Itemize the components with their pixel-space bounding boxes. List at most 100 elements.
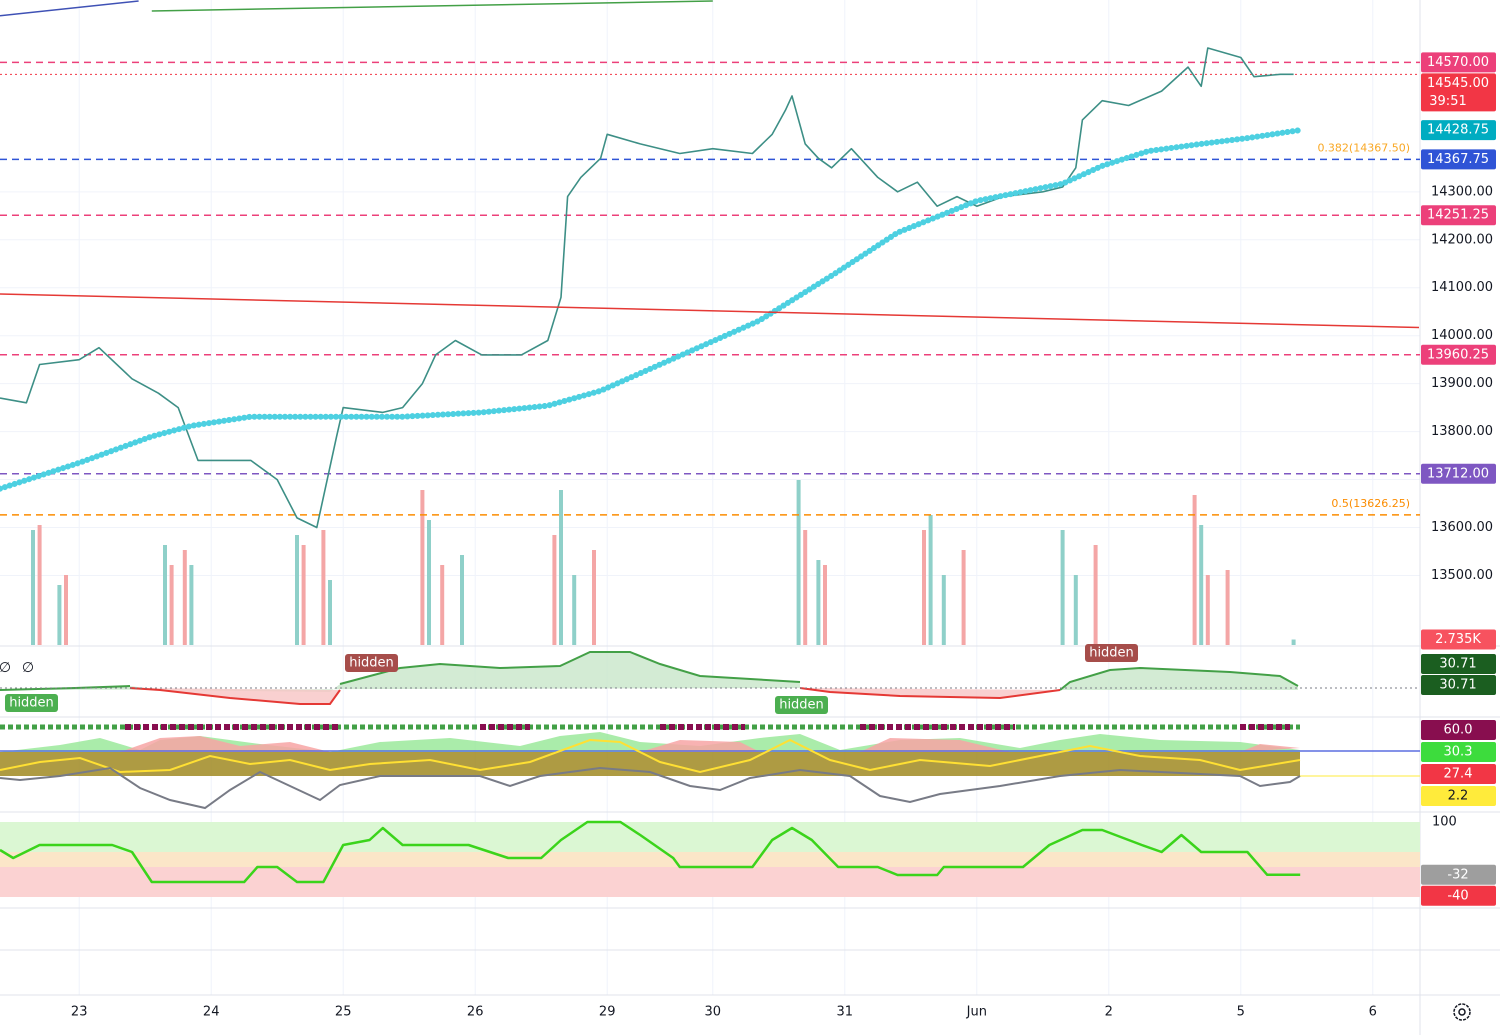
price-badge: 14251.25 xyxy=(1427,208,1489,223)
hidden-tag-bg xyxy=(775,696,828,714)
price-badge-bg xyxy=(1421,149,1496,170)
x-tick-label: 26 xyxy=(467,1005,484,1020)
pane2-badge-bg xyxy=(1421,742,1496,762)
price-line xyxy=(0,0,139,17)
volume-bar xyxy=(572,575,577,645)
x-tick-label: 2 xyxy=(1105,1005,1113,1020)
pane1-badge-bg xyxy=(1421,654,1496,674)
y-tick-label: 13600.00 xyxy=(1431,520,1493,535)
price-badge-bg xyxy=(1421,73,1496,112)
price-line xyxy=(151,0,713,12)
volume-bar xyxy=(592,550,596,645)
band-mid xyxy=(0,852,1420,867)
price-badge: 13960.25 xyxy=(1427,347,1489,362)
volume-bar xyxy=(328,580,332,645)
settings-icon[interactable] xyxy=(1453,1003,1471,1021)
volume-badge: 2.735K xyxy=(1435,632,1481,647)
volume-bar xyxy=(1192,495,1197,645)
volume-bar xyxy=(321,530,326,645)
price-badge: 14545.00 xyxy=(1427,76,1489,91)
volume-bar xyxy=(928,515,933,645)
price-badge: 14570.00 xyxy=(1427,55,1489,70)
volume-bar xyxy=(559,490,563,645)
volume-bar xyxy=(1291,639,1296,645)
hidden-tag: hidden xyxy=(779,698,824,713)
pane2-badge: 60.0 xyxy=(1444,723,1473,738)
price-line xyxy=(0,293,1420,329)
price-badge-bg xyxy=(1421,344,1496,365)
pane2-signal xyxy=(0,738,1301,774)
pane2-badge-bg xyxy=(1421,764,1496,784)
symbol: ∅ xyxy=(0,660,11,676)
hidden-tag-bg xyxy=(345,654,398,672)
pane3-badge-bg xyxy=(1421,864,1496,885)
volume-bar xyxy=(420,490,425,645)
y-tick-label: 100 xyxy=(1432,815,1457,830)
volume-bar xyxy=(1225,570,1230,645)
fib-label: 0.5(13626.25) xyxy=(1331,497,1410,510)
y-tick-label: 13900.00 xyxy=(1431,376,1493,391)
pane1-badge-bg xyxy=(1421,675,1496,695)
volume-bar xyxy=(941,575,946,645)
volume-bar xyxy=(1073,575,1078,645)
price-badge: 13712.00 xyxy=(1427,466,1489,481)
volume-bar xyxy=(460,555,464,645)
x-tick-label: 5 xyxy=(1237,1005,1245,1020)
volume-bar xyxy=(64,575,68,645)
pane2-badge: 30.3 xyxy=(1444,745,1473,760)
x-tick-label: 30 xyxy=(705,1005,722,1020)
volume-bar xyxy=(816,560,821,645)
hidden-tag: hidden xyxy=(9,696,54,711)
price-badge-bg xyxy=(1421,120,1496,141)
volume-bar xyxy=(427,520,431,645)
y-tick-label: 13500.00 xyxy=(1431,568,1493,583)
x-tick-label: 31 xyxy=(837,1005,854,1020)
y-tick-label: 14200.00 xyxy=(1431,232,1493,247)
pane2-oscillator xyxy=(0,766,1301,810)
volume-bar xyxy=(922,530,926,645)
volume-bar xyxy=(1093,545,1098,645)
price-badge: 14367.75 xyxy=(1427,152,1489,167)
volume-bar xyxy=(961,550,966,645)
volume-bar xyxy=(1199,525,1204,645)
volume-badge-bg xyxy=(1421,629,1496,650)
volume-bar xyxy=(163,545,167,645)
x-tick-label: 24 xyxy=(203,1005,220,1020)
band-high xyxy=(0,822,1420,852)
volume-bar xyxy=(552,535,557,645)
pane1-fill-up xyxy=(0,652,800,692)
price-line xyxy=(0,47,1294,529)
price-badge-bg xyxy=(1421,463,1496,484)
pane2-area-down xyxy=(120,736,1300,752)
pane3-badge: -40 xyxy=(1447,888,1468,903)
y-tick-label: 14000.00 xyxy=(1431,328,1493,343)
volume-bar xyxy=(823,565,827,645)
hidden-tag: hidden xyxy=(1089,646,1134,661)
x-tick-label: 23 xyxy=(71,1005,88,1020)
countdown: 39:51 xyxy=(1429,94,1466,109)
volume-bar xyxy=(1060,530,1065,645)
volume-bar xyxy=(295,535,299,645)
hidden-tag-bg xyxy=(5,694,58,712)
pane3-badge-bg xyxy=(1421,885,1496,906)
pane3-bands xyxy=(0,822,1420,897)
fib-label: 0.382(14367.50) xyxy=(1317,141,1410,154)
volume-bar xyxy=(803,530,808,645)
pane1-badge: 30.71 xyxy=(1439,678,1476,693)
y-tick-label: 14100.00 xyxy=(1431,280,1493,295)
volume-bar xyxy=(1205,575,1210,645)
oscillator-line xyxy=(0,820,1301,884)
volume-bar xyxy=(796,480,801,645)
y-tick-label: 14300.00 xyxy=(1431,184,1493,199)
pane2-badge: 27.4 xyxy=(1444,767,1473,782)
pane2-badge-bg xyxy=(1421,786,1496,806)
volume-bar xyxy=(169,565,174,645)
x-tick-label: 25 xyxy=(335,1005,352,1020)
price-badge: 14428.75 xyxy=(1427,123,1489,138)
pane1-badge: 30.71 xyxy=(1439,657,1476,672)
gear xyxy=(1453,1003,1471,1021)
